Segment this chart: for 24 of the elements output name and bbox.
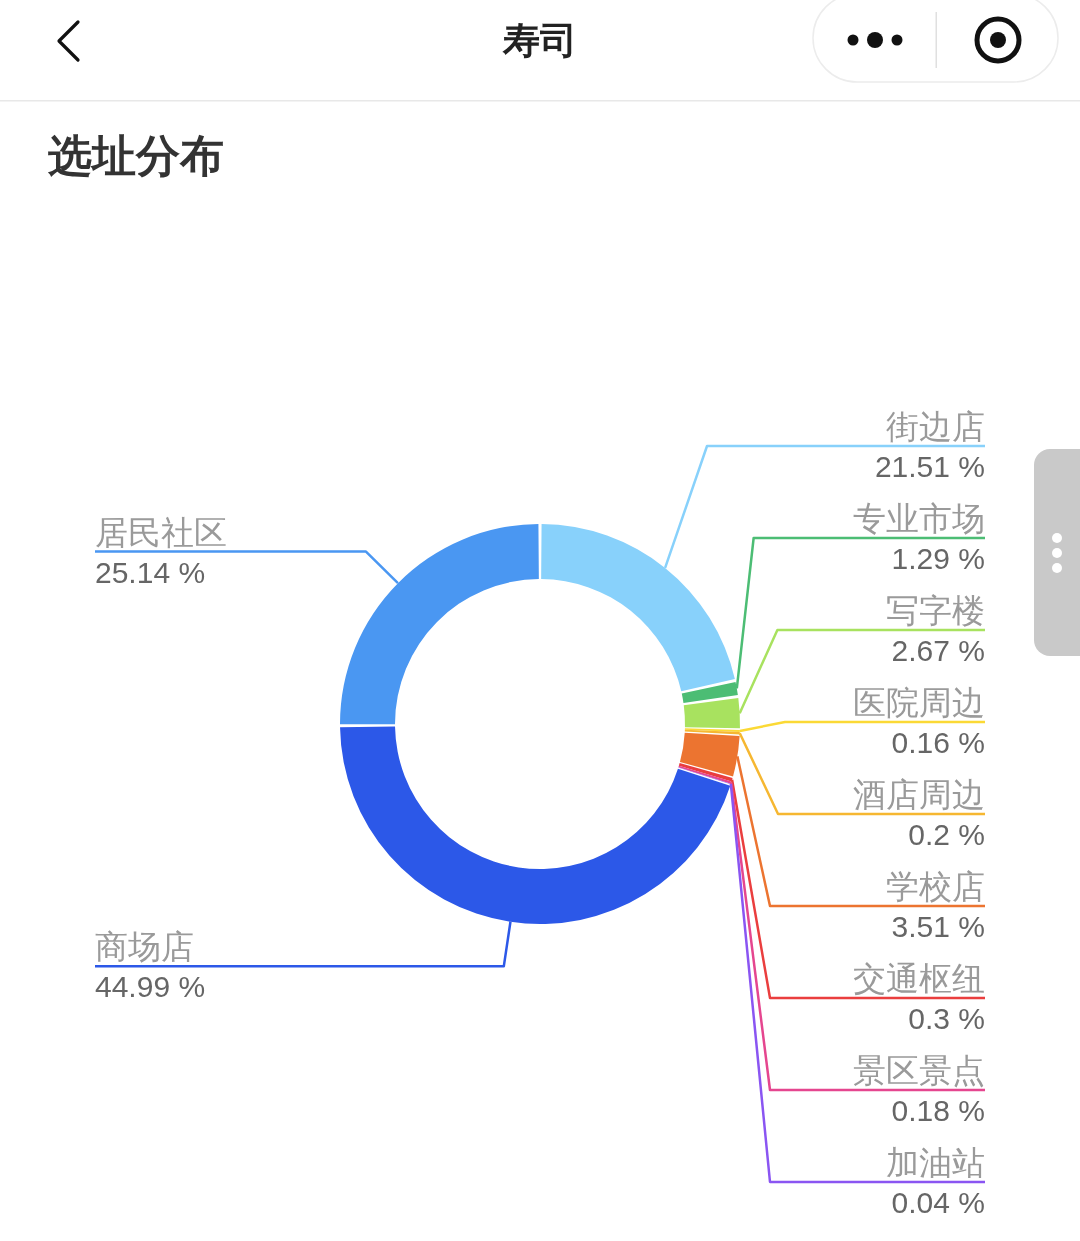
data-label: 0.3 % (908, 1002, 985, 1035)
slice-label: 交通枢纽 (853, 960, 985, 997)
data-label: 0.2 % (908, 818, 985, 851)
slice-label: 医院周边 (853, 684, 985, 721)
slice-label: 街边店 (886, 408, 985, 445)
slice-label: 专业市场 (853, 500, 985, 537)
data-label: 44.99 % (95, 970, 206, 1004)
slice-label: 景区景点 (853, 1052, 985, 1089)
data-label: 3.51 % (891, 910, 985, 943)
data-label: 2.67 % (891, 634, 985, 667)
data-label: 0.04 % (891, 1186, 985, 1219)
slice-label: 居民社区 (95, 513, 227, 551)
data-label: 1.29 % (891, 542, 985, 575)
data-label: 25.14 % (95, 555, 206, 589)
data-label: 0.18 % (891, 1094, 985, 1127)
data-label: 0.16 % (891, 726, 985, 759)
chart-subtitle: 选址分布 (47, 131, 224, 180)
slice-label: 学校店 (886, 868, 985, 905)
chart-title: 寿司 (502, 20, 577, 61)
slice-label: 酒店周边 (853, 776, 985, 813)
slice-label: 写字楼 (886, 592, 985, 629)
data-label: 21.51 % (874, 450, 985, 483)
slice-label: 加油站 (886, 1144, 985, 1181)
slice-label: 商场店 (95, 928, 194, 966)
